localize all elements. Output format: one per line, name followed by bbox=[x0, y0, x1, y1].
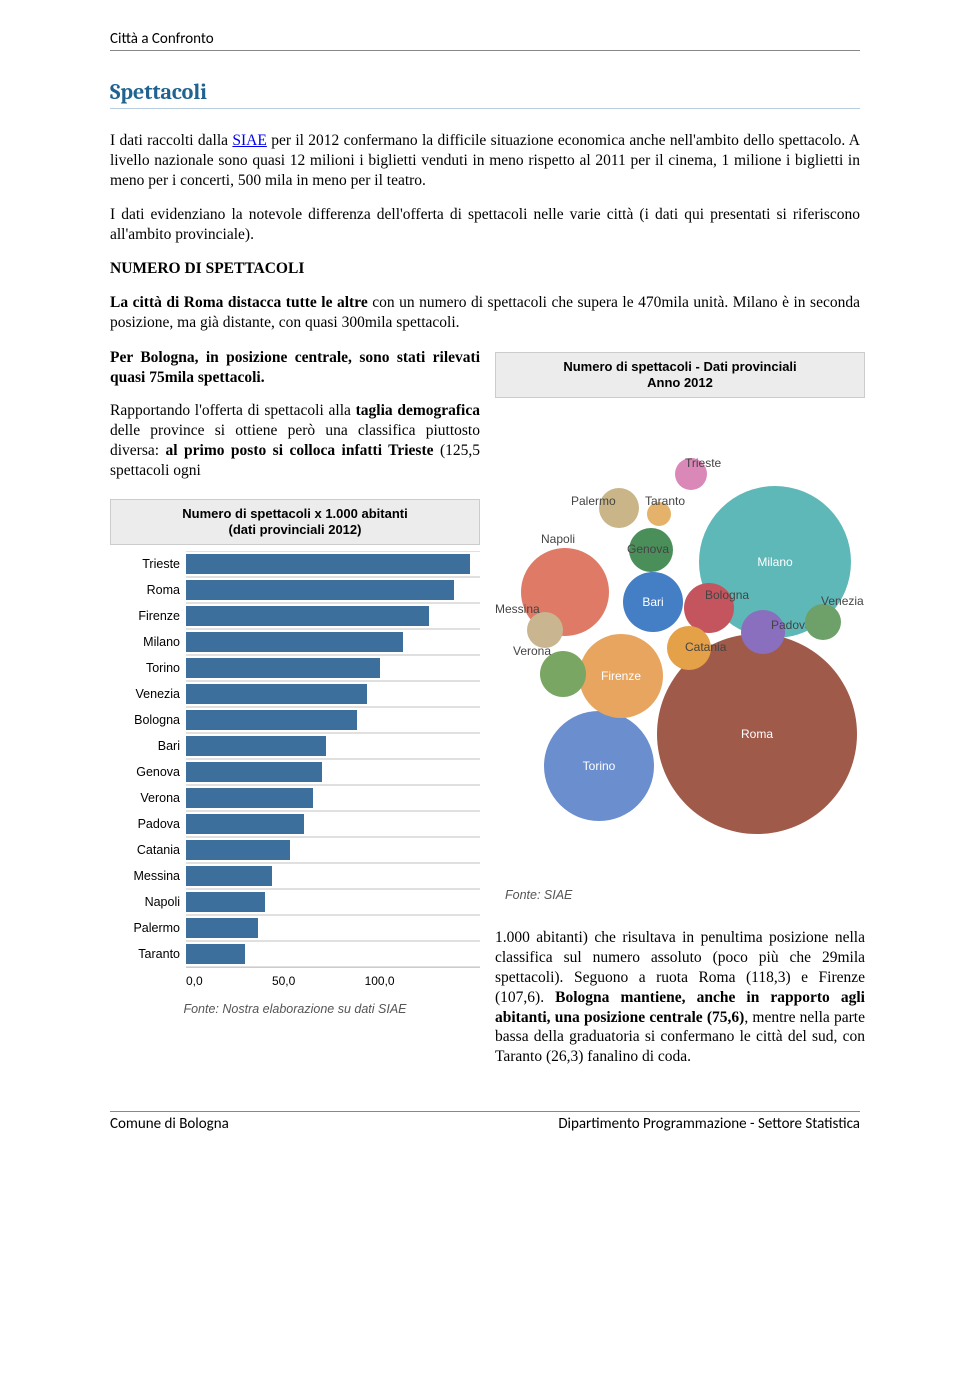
paragraph-4: Per Bologna, in posizione centrale, sono… bbox=[110, 348, 480, 388]
bar-label: Genova bbox=[110, 765, 186, 779]
bar-row: Torino bbox=[110, 655, 480, 681]
bubble-chart: Numero di spettacoli - Dati provinciali … bbox=[495, 348, 865, 911]
bubble-label: Bari bbox=[642, 595, 663, 609]
footer-right: Dipartimento Programmazione - Settore St… bbox=[558, 1115, 860, 1133]
bubble-label: Catania bbox=[685, 640, 726, 654]
bar-row: Napoli bbox=[110, 889, 480, 915]
bubble-chart-title: Numero di spettacoli - Dati provinciali … bbox=[495, 352, 865, 399]
bar-label: Messina bbox=[110, 869, 186, 883]
bar-fill bbox=[186, 892, 265, 912]
axis-tick: 50,0 bbox=[272, 974, 295, 988]
bar-chart-axis: 0,0 50,0 100,0 bbox=[186, 967, 480, 988]
bar-row: Palermo bbox=[110, 915, 480, 941]
bar-label: Firenze bbox=[110, 609, 186, 623]
bar-row: Bari bbox=[110, 733, 480, 759]
bar-fill bbox=[186, 736, 326, 756]
bar-fill bbox=[186, 710, 357, 730]
bar-fill bbox=[186, 658, 380, 678]
bubble-label: Messina bbox=[495, 602, 540, 616]
bar-fill bbox=[186, 788, 313, 808]
bubble-chart-footer: Fonte: SIAE bbox=[495, 888, 865, 902]
bar-row: Verona bbox=[110, 785, 480, 811]
subheading: NUMERO DI SPETTACOLI bbox=[110, 260, 860, 278]
page-header: Città a Confronto bbox=[110, 30, 860, 51]
bubble-messina bbox=[527, 612, 563, 648]
bar-label: Venezia bbox=[110, 687, 186, 701]
bubble-padova bbox=[741, 610, 785, 654]
section-title: Spettacoli bbox=[110, 79, 860, 109]
bar-row: Taranto bbox=[110, 941, 480, 967]
intro-paragraph-2: I dati evidenziano la notevole differenz… bbox=[110, 205, 860, 245]
axis-tick: 0,0 bbox=[186, 974, 203, 988]
bubble-label: Milano bbox=[757, 555, 792, 569]
bar-fill bbox=[186, 944, 245, 964]
bar-row: Catania bbox=[110, 837, 480, 863]
bar-row: Milano bbox=[110, 629, 480, 655]
bar-fill bbox=[186, 580, 454, 600]
bar-row: Genova bbox=[110, 759, 480, 785]
bar-fill bbox=[186, 632, 403, 652]
bar-fill bbox=[186, 762, 322, 782]
bar-fill bbox=[186, 866, 272, 886]
bar-label: Taranto bbox=[110, 947, 186, 961]
bubble-label: Palermo bbox=[571, 494, 616, 508]
bar-label: Roma bbox=[110, 583, 186, 597]
bubble-label: Venezia bbox=[821, 594, 864, 608]
axis-tick: 100,0 bbox=[365, 974, 395, 988]
bar-fill bbox=[186, 918, 258, 938]
bar-label: Verona bbox=[110, 791, 186, 805]
bar-label: Palermo bbox=[110, 921, 186, 935]
bubble-label: Napoli bbox=[541, 532, 575, 546]
bar-label: Bari bbox=[110, 739, 186, 753]
bar-row: Messina bbox=[110, 863, 480, 889]
bar-label: Milano bbox=[110, 635, 186, 649]
bar-chart-title: Numero di spettacoli x 1.000 abitanti (d… bbox=[110, 499, 480, 546]
paragraph-6: 1.000 abitanti) che risultava in penulti… bbox=[495, 928, 865, 1067]
bar-row: Firenze bbox=[110, 603, 480, 629]
bar-fill bbox=[186, 814, 304, 834]
siae-link[interactable]: SIAE bbox=[232, 132, 266, 149]
bar-row: Venezia bbox=[110, 681, 480, 707]
bar-label: Padova bbox=[110, 817, 186, 831]
bubble-label: Roma bbox=[741, 727, 773, 741]
bar-fill bbox=[186, 840, 290, 860]
bar-chart-footer: Fonte: Nostra elaborazione su dati SIAE bbox=[110, 1002, 480, 1016]
paragraph-5: Rapportando l'offerta di spettacoli alla… bbox=[110, 401, 480, 480]
bar-row: Bologna bbox=[110, 707, 480, 733]
bar-row: Padova bbox=[110, 811, 480, 837]
page-footer: Comune di Bologna Dipartimento Programma… bbox=[110, 1111, 860, 1133]
footer-left: Comune di Bologna bbox=[110, 1115, 229, 1133]
bar-label: Catania bbox=[110, 843, 186, 857]
bar-row: Trieste bbox=[110, 551, 480, 577]
bar-fill bbox=[186, 684, 367, 704]
bar-fill bbox=[186, 606, 429, 626]
bar-label: Torino bbox=[110, 661, 186, 675]
bubble-venezia bbox=[805, 604, 841, 640]
bar-row: Roma bbox=[110, 577, 480, 603]
bubble-label: Taranto bbox=[645, 494, 685, 508]
bubble-label: Trieste bbox=[685, 456, 721, 470]
bubble-label: Genova bbox=[627, 542, 669, 556]
bar-label: Napoli bbox=[110, 895, 186, 909]
bar-label: Bologna bbox=[110, 713, 186, 727]
bar-fill bbox=[186, 554, 470, 574]
bubble-label: Bologna bbox=[705, 588, 749, 602]
intro-paragraph-1: I dati raccolti dalla SIAE per il 2012 c… bbox=[110, 131, 860, 190]
bar-chart: Numero di spettacoli x 1.000 abitanti (d… bbox=[110, 495, 480, 1025]
bar-label: Trieste bbox=[110, 557, 186, 571]
bubble-label: Firenze bbox=[601, 669, 641, 683]
bubble-label: Torino bbox=[583, 759, 616, 773]
paragraph-3: La città di Roma distacca tutte le altre… bbox=[110, 293, 860, 333]
